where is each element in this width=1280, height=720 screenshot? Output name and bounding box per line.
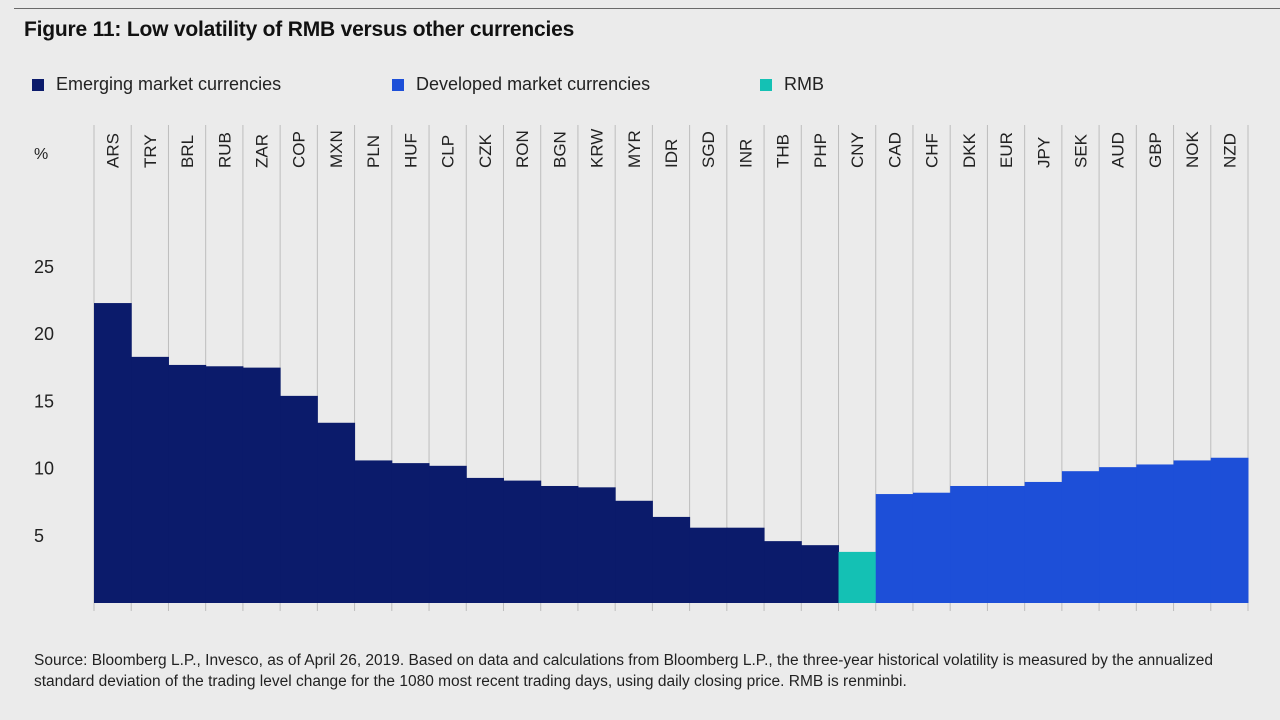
x-tick-label: AUD (1109, 132, 1128, 168)
bar-inr (726, 527, 765, 603)
x-tick-label: BGN (550, 131, 569, 168)
bar-eur (987, 485, 1026, 603)
bar-mxn (317, 422, 356, 603)
x-tick-label: IDR (662, 139, 681, 168)
bar-sgd (689, 527, 728, 603)
bar-thb (764, 541, 802, 603)
bar-idr (652, 516, 691, 603)
x-tick-label: CLP (439, 135, 458, 168)
legend-label-rmb: RMB (784, 74, 824, 94)
x-tick-label: GBP (1146, 132, 1165, 168)
top-rule (14, 8, 1280, 9)
bar-krw (577, 487, 616, 603)
legend-label-emerging: Emerging market currencies (56, 74, 282, 94)
legend-swatch-emerging (32, 78, 44, 91)
bar-ron (503, 480, 542, 603)
chart-title: Figure 11: Low volatility of RMB versus … (24, 18, 575, 41)
legend-item-emerging: Emerging market currencies (32, 74, 281, 95)
legend-swatch-developed (392, 78, 404, 91)
x-tick-label: CNY (848, 132, 867, 168)
bar-cop (280, 395, 318, 603)
bar-huf (391, 463, 430, 603)
y-tick-label: 10 (34, 459, 54, 479)
x-tick-label: DKK (960, 132, 979, 168)
x-tick-label: JPY (1034, 137, 1053, 168)
x-tick-label: CAD (885, 132, 904, 168)
x-tick-label: COP (290, 131, 309, 168)
legend-item-developed: Developed market currencies (392, 74, 650, 95)
bar-bgn (540, 485, 579, 603)
x-tick-label: PLN (364, 135, 383, 168)
x-tick-label: KRW (588, 129, 607, 168)
x-tick-label: BRL (178, 135, 197, 168)
x-tick-label: ARS (104, 133, 123, 168)
x-tick-label: CZK (476, 133, 495, 168)
x-tick-label: SGD (699, 131, 718, 168)
bar-brl (168, 364, 207, 603)
bar-aud (1099, 467, 1137, 603)
bar-php (801, 545, 840, 603)
y-tick-label: 15 (34, 391, 54, 411)
bar-nok (1173, 460, 1212, 603)
bar-chf (912, 492, 951, 603)
x-tick-label: MXN (327, 130, 346, 168)
bar-czk (466, 477, 504, 603)
y-tick-label: 25 (34, 257, 54, 277)
x-tick-label: RUB (215, 132, 234, 168)
x-tick-label: HUF (401, 133, 420, 168)
x-tick-label: SEK (1071, 133, 1090, 168)
bar-dkk (950, 485, 988, 603)
x-tick-label: THB (774, 134, 793, 168)
bar-pln (354, 460, 393, 603)
bar-sek (1061, 471, 1100, 603)
bar-rub (205, 366, 244, 603)
bar-chart: ARS TRY BRL RUB ZAR COP MXN PLN HUF CLP CZK RON BGN K… (34, 125, 1249, 611)
x-tick-label: EUR (997, 132, 1016, 168)
bar-zar (242, 367, 281, 603)
legend-swatch-rmb (760, 78, 772, 91)
y-unit-label: % (34, 146, 49, 163)
legend-label-developed: Developed market currencies (416, 74, 651, 94)
bar-ars (94, 303, 132, 603)
x-tick-label: NOK (1183, 131, 1202, 169)
source-note: Source: Bloomberg L.P., Invesco, as of A… (34, 652, 1213, 690)
x-tick-label: MYR (625, 130, 644, 168)
bar-clp (429, 465, 467, 603)
y-tick-label: 5 (34, 526, 44, 546)
x-tick-label: ZAR (253, 134, 272, 168)
bar-myr (615, 500, 653, 603)
x-tick-label: INR (736, 139, 755, 168)
x-tick-label: PHP (811, 133, 830, 168)
y-tick-label: 20 (34, 324, 54, 344)
bar-gbp (1136, 464, 1175, 603)
x-tick-label: TRY (141, 134, 160, 168)
bar-cad (875, 494, 914, 603)
x-tick-label: RON (513, 130, 532, 168)
bar-nzd (1210, 457, 1249, 603)
x-tick-label: CHF (923, 133, 942, 168)
x-tick-label: NZD (1220, 133, 1239, 168)
legend-item-rmb: RMB (760, 74, 824, 95)
bar-cny (838, 551, 877, 603)
bar-jpy (1024, 481, 1063, 603)
bar-try (131, 356, 169, 603)
